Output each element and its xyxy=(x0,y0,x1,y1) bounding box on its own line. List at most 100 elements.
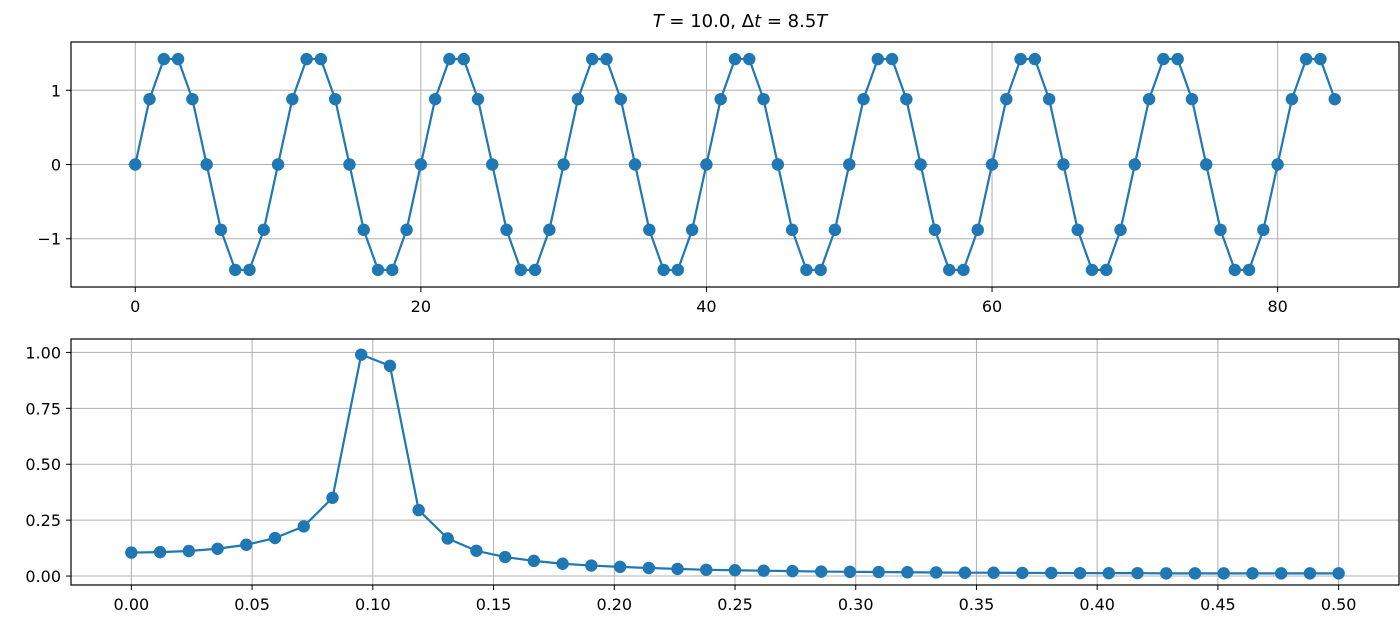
x-tick-label-bottom: 0.40 xyxy=(1079,595,1115,614)
data-point-top xyxy=(1328,92,1341,106)
x-tick-label-bottom: 0.25 xyxy=(717,595,753,614)
data-point-bottom xyxy=(613,560,627,574)
data-point-bottom xyxy=(843,565,857,579)
data-point-top xyxy=(586,52,599,66)
data-point-top xyxy=(1271,158,1284,171)
data-point-bottom xyxy=(786,564,799,578)
ticks-top: 0 20 40 60 80 1 0 −1 xyxy=(37,81,1287,316)
x-tick-label-bottom: 0.20 xyxy=(596,595,632,614)
axes-frame-bottom xyxy=(70,338,1400,586)
x-tick-label-top: 40 xyxy=(696,297,716,316)
data-point-bottom xyxy=(585,559,598,572)
data-point-bottom xyxy=(211,542,224,555)
data-point-top xyxy=(957,263,970,277)
data-point-top xyxy=(357,223,370,237)
x-tick-label-top: 60 xyxy=(982,297,1002,316)
x-tick-label-top: 0 xyxy=(130,297,140,316)
data-point-top xyxy=(400,223,413,237)
x-tick-label-bottom: 0.15 xyxy=(476,595,512,614)
data-point-top xyxy=(314,52,328,66)
y-tick-label-bottom: 0.00 xyxy=(25,567,61,586)
data-point-bottom xyxy=(901,566,914,579)
data-point-top xyxy=(414,158,428,171)
data-point-top xyxy=(157,52,171,66)
data-point-top xyxy=(1000,92,1013,106)
data-point-bottom xyxy=(268,531,282,545)
data-point-bottom xyxy=(958,566,972,579)
data-point-top xyxy=(528,263,542,277)
data-point-top xyxy=(271,158,285,171)
data-point-top xyxy=(600,52,613,66)
data-point-bottom xyxy=(182,544,196,558)
figure-title: T = 10.0, Δt = 8.5T xyxy=(653,11,830,32)
data-point-bottom xyxy=(814,565,828,578)
data-point-top xyxy=(386,263,399,277)
data-point-top xyxy=(985,158,999,171)
data-point-bottom xyxy=(412,503,425,517)
data-point-top xyxy=(343,158,356,171)
data-point-bottom xyxy=(872,565,885,579)
data-point-top xyxy=(1071,223,1084,237)
data-point-top xyxy=(129,158,142,171)
data-point-top xyxy=(743,52,756,66)
data-point-top xyxy=(543,223,556,237)
data-point-top xyxy=(486,158,499,171)
data-point-top xyxy=(1128,158,1142,171)
series-top xyxy=(129,52,1341,277)
x-tick-label-top: 20 xyxy=(411,297,431,316)
data-point-top xyxy=(1100,263,1113,277)
x-tick-label-top: 80 xyxy=(1267,297,1287,316)
data-point-bottom xyxy=(1188,567,1202,580)
data-point-top xyxy=(457,52,470,66)
data-point-top xyxy=(728,52,742,66)
y-tick-label-top: 1 xyxy=(51,81,61,100)
y-tick-label-bottom: 0.25 xyxy=(25,511,61,530)
series-bottom xyxy=(125,348,1345,580)
data-point-top xyxy=(671,263,685,277)
data-point-top xyxy=(1085,263,1099,277)
data-point-top xyxy=(971,223,984,237)
data-point-top xyxy=(200,158,213,171)
data-point-top xyxy=(1299,52,1313,66)
data-point-top xyxy=(1142,92,1156,106)
data-point-bottom xyxy=(498,550,512,564)
data-point-top xyxy=(800,263,813,277)
data-point-top xyxy=(942,263,956,277)
data-point-bottom xyxy=(700,563,713,576)
x-tick-label-bottom: 0.30 xyxy=(838,595,874,614)
data-point-top xyxy=(1228,263,1241,277)
data-point-bottom xyxy=(153,545,167,559)
data-point-top xyxy=(229,263,242,277)
data-point-bottom xyxy=(1016,566,1029,580)
data-point-top xyxy=(257,223,270,237)
time-domain-plot: 0 20 40 60 80 1 0 −1 xyxy=(37,41,1400,316)
data-point-bottom xyxy=(1332,567,1345,580)
data-point-top xyxy=(1200,158,1213,171)
data-point-top xyxy=(500,223,513,237)
data-point-bottom xyxy=(1073,566,1087,580)
data-point-top xyxy=(443,52,456,66)
data-point-top xyxy=(1114,223,1127,237)
data-point-top xyxy=(843,158,856,171)
data-point-top xyxy=(1314,52,1327,66)
data-point-top xyxy=(1214,223,1227,237)
axes-frame-top xyxy=(70,41,1400,288)
data-point-top xyxy=(771,158,785,171)
data-point-top xyxy=(657,263,670,277)
data-point-bottom xyxy=(1131,566,1144,580)
data-point-top xyxy=(186,92,199,106)
data-point-top xyxy=(914,158,927,171)
data-point-top xyxy=(828,223,842,237)
data-point-top xyxy=(557,158,570,171)
data-point-top xyxy=(1057,158,1070,171)
data-point-top xyxy=(171,52,185,66)
data-point-bottom xyxy=(642,561,656,575)
data-point-bottom xyxy=(326,491,339,504)
data-point-top xyxy=(514,263,528,277)
data-point-top xyxy=(643,223,656,237)
frequency-spectrum-plot: 0.00 0.05 0.10 0.15 0.20 0.25 0.30 0.35 0.40 0.45… xyxy=(25,338,1400,614)
x-tick-label-bottom: 0.45 xyxy=(1200,595,1236,614)
data-point-bottom xyxy=(1246,567,1259,580)
x-tick-label-bottom: 0.05 xyxy=(234,595,270,614)
